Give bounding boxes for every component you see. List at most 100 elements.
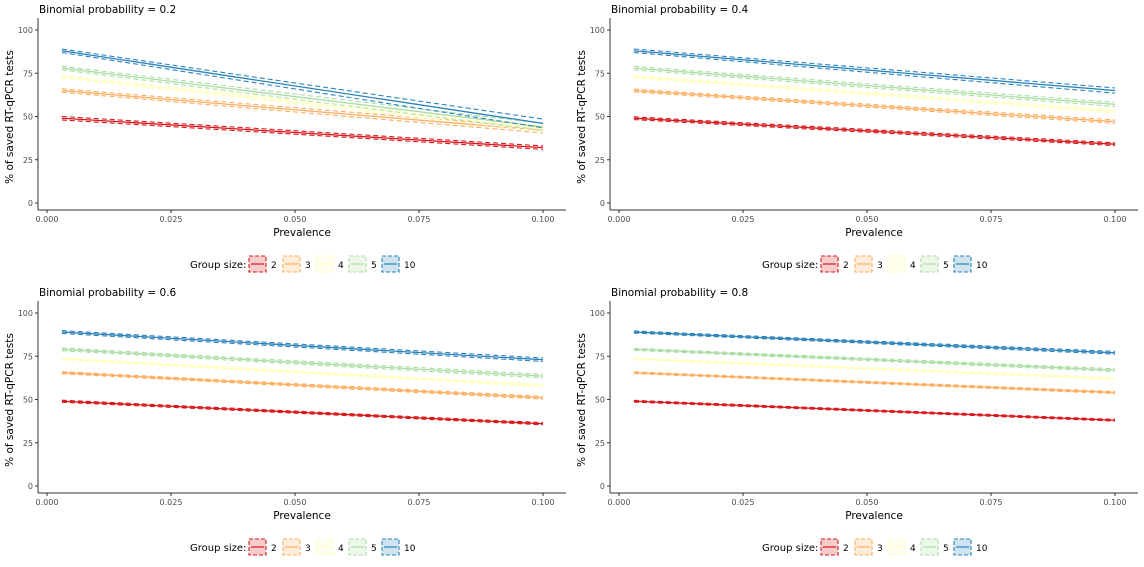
series-3-line: [633, 372, 1116, 394]
panel-title: Binomial probability = 0.4: [611, 4, 749, 16]
series-3-upper-bound: [633, 88, 1116, 121]
series-4-upper-bound: [61, 357, 544, 385]
x-tick-label: 0.050: [856, 498, 879, 507]
series-10-line: [633, 50, 1116, 92]
y-tick-label: 0: [28, 482, 33, 491]
series-5-line: [633, 67, 1116, 106]
y-axis-title: % of saved RT-qPCR tests: [576, 50, 588, 184]
panel-p08: Binomial probability = 0.8 0 25 50 75 100 0.00…: [572, 283, 1144, 566]
y-tick-label: 25: [23, 156, 33, 165]
x-tick-label: 0.025: [160, 498, 183, 507]
series-5-lower-bound: [61, 350, 544, 379]
series-5-lower-bound: [633, 349, 1116, 373]
y-tick-label: 0: [28, 199, 33, 208]
legend-label-3: 3: [877, 544, 883, 554]
series-5-upper-bound: [61, 65, 544, 124]
series-4-lower-bound: [61, 77, 544, 132]
x-tick-label: 0.050: [856, 215, 879, 224]
series-10-upper-bound: [633, 48, 1116, 89]
series-2-upper-bound: [61, 399, 544, 424]
series-5-upper-bound: [61, 347, 544, 375]
series-4-line: [633, 358, 1116, 380]
y-tick-label: 75: [23, 69, 33, 78]
x-tick-label: 0.000: [608, 498, 631, 507]
legend-label-4: 4: [910, 544, 916, 554]
panel-p06: Binomial probability = 0.6 0 25 50 75 100 0.00…: [0, 283, 572, 566]
y-tick-label: 50: [23, 396, 33, 405]
series-2-line: [633, 400, 1116, 421]
series-2-upper-bound: [633, 116, 1116, 144]
legend-title: Group size:: [762, 543, 818, 554]
series-3-line: [61, 89, 544, 131]
y-tick-label: 100: [18, 309, 33, 318]
x-tick-label: 0.025: [160, 215, 183, 224]
series-5-upper-bound: [633, 65, 1116, 103]
legend-label-5: 5: [371, 544, 377, 554]
series-3-upper-bound: [633, 371, 1116, 393]
y-tick-label: 100: [590, 26, 605, 35]
y-tick-label: 0: [600, 482, 605, 491]
legend-label-10: 10: [976, 544, 988, 554]
x-tick-label: 0.100: [1104, 498, 1127, 507]
x-tick-label: 0.025: [732, 215, 755, 224]
legend-label-3: 3: [877, 261, 883, 271]
series-10-upper-bound: [633, 330, 1116, 352]
series-10-upper-bound: [61, 48, 544, 120]
series-2-upper-bound: [61, 115, 544, 147]
y-tick-label: 75: [595, 352, 605, 361]
series-3-upper-bound: [61, 88, 544, 129]
y-axis-title: % of saved RT-qPCR tests: [4, 50, 16, 184]
legend-label-5: 5: [943, 261, 949, 271]
series-5-lower-bound: [633, 69, 1116, 108]
series-10-upper-bound: [61, 330, 544, 359]
chart-p06: Binomial probability = 0.602550751000.00…: [4, 287, 566, 556]
legend: Group size: 2 3 4 5 10: [762, 255, 988, 273]
series-3-lower-bound: [633, 91, 1116, 124]
series-5-line: [61, 67, 544, 128]
legend-label-4: 4: [910, 261, 916, 271]
series-10-line: [61, 50, 544, 125]
legend-label-10: 10: [976, 261, 988, 271]
legend-label-5: 5: [371, 261, 377, 271]
panel-title: Binomial probability = 0.2: [39, 4, 176, 16]
series-2-line: [633, 117, 1116, 145]
series-3-line: [61, 372, 544, 399]
series-3-upper-bound: [61, 371, 544, 397]
x-tick-label: 0.050: [284, 498, 307, 507]
panel-title: Binomial probability = 0.6: [39, 287, 177, 299]
x-tick-label: 0.050: [284, 215, 307, 224]
series-2-line: [61, 400, 544, 425]
series-2-lower-bound: [61, 119, 544, 150]
legend-title: Group size:: [762, 260, 818, 271]
series-5-upper-bound: [633, 347, 1116, 370]
series-2-lower-bound: [61, 401, 544, 426]
x-tick-label: 0.075: [980, 215, 1003, 224]
y-tick-label: 25: [23, 439, 33, 448]
series-3-line: [633, 89, 1116, 123]
x-axis-title: Prevalence: [845, 227, 903, 239]
y-tick-label: 75: [23, 352, 33, 361]
series-5-lower-bound: [61, 69, 544, 131]
series-4-upper-bound: [633, 357, 1116, 379]
legend-label-4: 4: [338, 261, 344, 271]
legend-title: Group size:: [190, 260, 246, 271]
x-tick-label: 0.000: [36, 215, 59, 224]
series-10-lower-bound: [61, 51, 544, 129]
chart-p02: Binomial probability = 0.202550751000.00…: [4, 4, 566, 273]
x-tick-label: 0.075: [408, 215, 431, 224]
series-4-lower-bound: [633, 359, 1116, 381]
y-tick-label: 50: [23, 113, 33, 122]
series-10-lower-bound: [633, 51, 1116, 94]
series-2-line: [61, 117, 544, 149]
y-axis-title: % of saved RT-qPCR tests: [4, 333, 16, 467]
series-10-line: [633, 331, 1116, 354]
x-axis-title: Prevalence: [273, 227, 331, 239]
x-tick-label: 0.000: [608, 215, 631, 224]
x-tick-label: 0.075: [408, 498, 431, 507]
legend-label-5: 5: [943, 544, 949, 554]
x-axis-title: Prevalence: [273, 510, 331, 522]
series-4-lower-bound: [61, 359, 544, 388]
x-tick-label: 0.075: [980, 498, 1003, 507]
legend-label-10: 10: [404, 261, 416, 271]
series-4-line: [61, 358, 544, 387]
